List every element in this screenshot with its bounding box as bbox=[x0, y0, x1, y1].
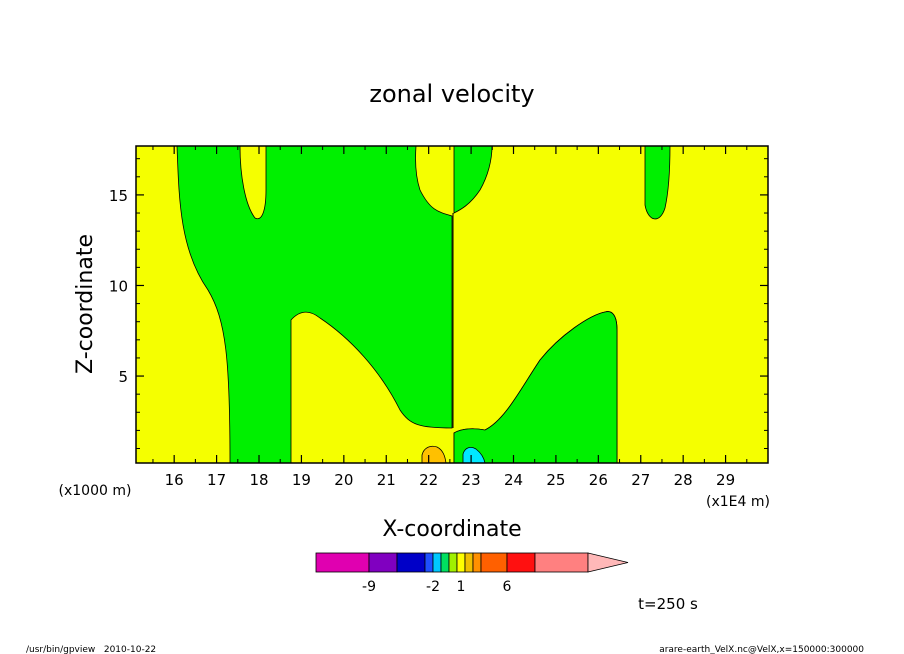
y-tick-label: 5 bbox=[118, 368, 128, 386]
footer-left-annotation: /usr/bin/gpview 2010-10-22 bbox=[26, 645, 156, 654]
contour-cyan-cell bbox=[462, 447, 486, 464]
x-tick-label: 21 bbox=[377, 471, 396, 489]
footer-right-annotation: arare-earth_VelX.nc@VelX,x=150000:300000 bbox=[659, 645, 864, 654]
x-tick-label: 28 bbox=[674, 471, 693, 489]
y-scale-label: (x1000 m) bbox=[59, 483, 132, 499]
colorbar-segment bbox=[456, 552, 466, 573]
contour-region-left-finger bbox=[239, 145, 267, 220]
y-axis-label: Z-coordinate bbox=[73, 234, 98, 374]
x-tick-label: 27 bbox=[631, 471, 650, 489]
y-tick-label: 15 bbox=[109, 187, 128, 205]
colorbar-labels: -9 -2 1 6 bbox=[362, 579, 512, 595]
x-axis-label: X-coordinate bbox=[382, 517, 521, 542]
colorbar-segment bbox=[506, 552, 536, 573]
x-tick-label: 18 bbox=[249, 471, 268, 489]
x-tick-label: 26 bbox=[589, 471, 608, 489]
colorbar-extend-arrow bbox=[587, 552, 629, 573]
colorbar-segment bbox=[448, 552, 458, 573]
colorbar-segment bbox=[534, 552, 589, 573]
contour-field bbox=[136, 145, 768, 464]
colorbar-segment bbox=[440, 552, 450, 573]
x-tick-label: 29 bbox=[716, 471, 735, 489]
y-axis-ticks: 5 10 15 bbox=[109, 158, 768, 450]
colorbar-tick-label: 6 bbox=[503, 579, 512, 595]
colorbar-segment bbox=[315, 552, 370, 573]
x-scale-label: (x1E4 m) bbox=[706, 494, 770, 510]
y-tick-label: 10 bbox=[109, 277, 128, 295]
x-axis-ticks: 16 17 18 19 20 21 22 23 24 25 26 27 28 29 bbox=[152, 146, 748, 489]
colorbar-segment bbox=[424, 552, 434, 573]
plot-frame bbox=[135, 145, 769, 464]
contour-green-right-visible bbox=[453, 311, 618, 464]
x-tick-label: 23 bbox=[462, 471, 481, 489]
x-tick-label: 16 bbox=[165, 471, 184, 489]
colorbar-segment bbox=[480, 552, 508, 573]
x-tick-label: 22 bbox=[419, 471, 438, 489]
colorbar-tick-label: -9 bbox=[362, 579, 376, 595]
x-tick-label: 25 bbox=[546, 471, 565, 489]
contour-region-left-green bbox=[176, 145, 453, 464]
x-tick-label: 17 bbox=[207, 471, 226, 489]
time-label: t=250 s bbox=[638, 595, 698, 613]
contour-region-center-green bbox=[453, 145, 493, 214]
colorbar-segment bbox=[472, 552, 482, 573]
colorbar-segment bbox=[368, 552, 398, 573]
colorbar-segment bbox=[396, 552, 426, 573]
x-tick-label: 20 bbox=[334, 471, 353, 489]
contour-orange-cell bbox=[421, 445, 447, 464]
colorbar bbox=[315, 552, 629, 573]
colorbar-tick-label: 1 bbox=[457, 579, 466, 595]
x-tick-label: 19 bbox=[292, 471, 311, 489]
x-tick-label: 24 bbox=[504, 471, 523, 489]
colorbar-segment bbox=[432, 552, 442, 573]
contour-green-right-bump bbox=[644, 145, 671, 220]
colorbar-tick-label: -2 bbox=[426, 579, 440, 595]
chart-title: zonal velocity bbox=[369, 80, 534, 108]
colorbar-segment bbox=[464, 552, 474, 573]
